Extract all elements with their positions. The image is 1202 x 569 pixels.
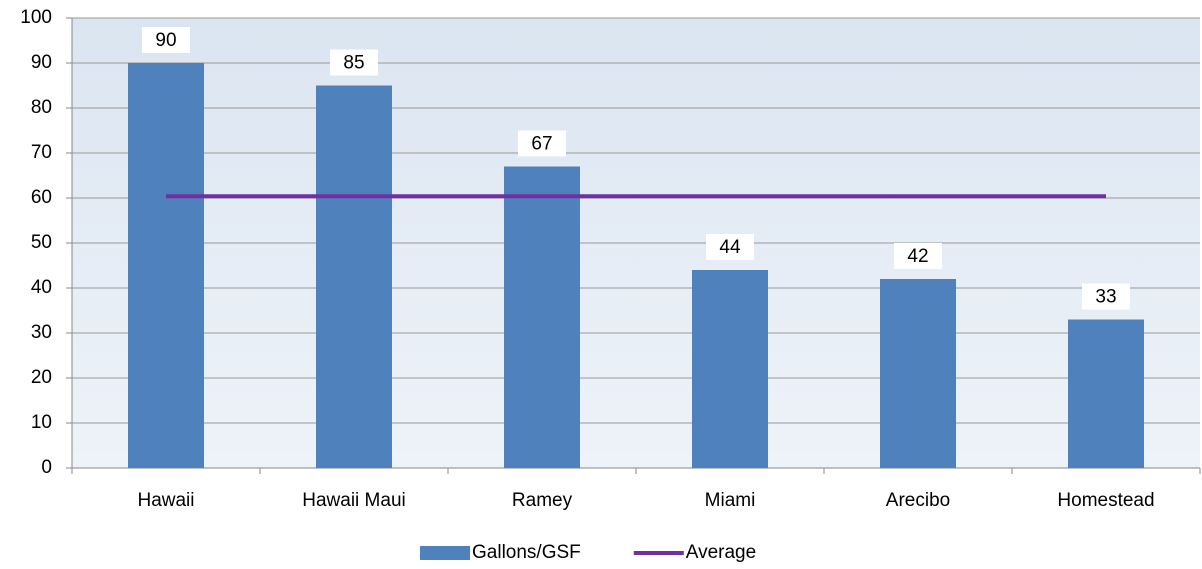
bar [880,279,956,468]
x-tick-label: Hawaii [137,490,194,511]
x-tick-label: Ramey [512,490,573,511]
y-tick-label: 60 [31,187,52,208]
y-tick-label: 0 [41,457,52,478]
data-label-bg [1082,283,1130,310]
x-tick-label: Miami [705,490,756,511]
x-tick-label: Arecibo [886,490,950,511]
legend-swatch [420,546,470,560]
bar [692,270,768,468]
data-label-bg [706,234,754,260]
data-label-bg [518,130,566,157]
data-label: 33 [1095,287,1116,308]
y-tick-label: 40 [31,277,52,298]
x-tick-label: Hawaii Maui [302,490,405,511]
data-label: 67 [531,134,552,155]
bar [128,63,204,468]
y-tick-label: 10 [31,412,52,433]
data-label: 90 [155,30,176,51]
bar [504,166,580,468]
y-tick-label: 90 [31,52,52,73]
y-tick-label: 30 [31,322,52,343]
y-tick-label: 80 [31,97,52,118]
data-label-bg [894,243,942,269]
data-label-bg [330,49,378,76]
data-label: 44 [719,237,741,258]
legend-label: Average [686,542,756,563]
y-tick-label: 50 [31,232,52,253]
y-tick-label: 70 [31,142,52,163]
data-label: 85 [343,53,364,74]
bar [1068,319,1144,468]
bar [316,85,392,468]
legend-label: Gallons/GSF [472,542,581,563]
y-tick-label: 100 [20,7,52,28]
data-label: 42 [907,246,928,267]
y-tick-label: 20 [31,367,52,388]
x-tick-label: Homestead [1057,490,1154,511]
data-label-bg [142,27,190,53]
